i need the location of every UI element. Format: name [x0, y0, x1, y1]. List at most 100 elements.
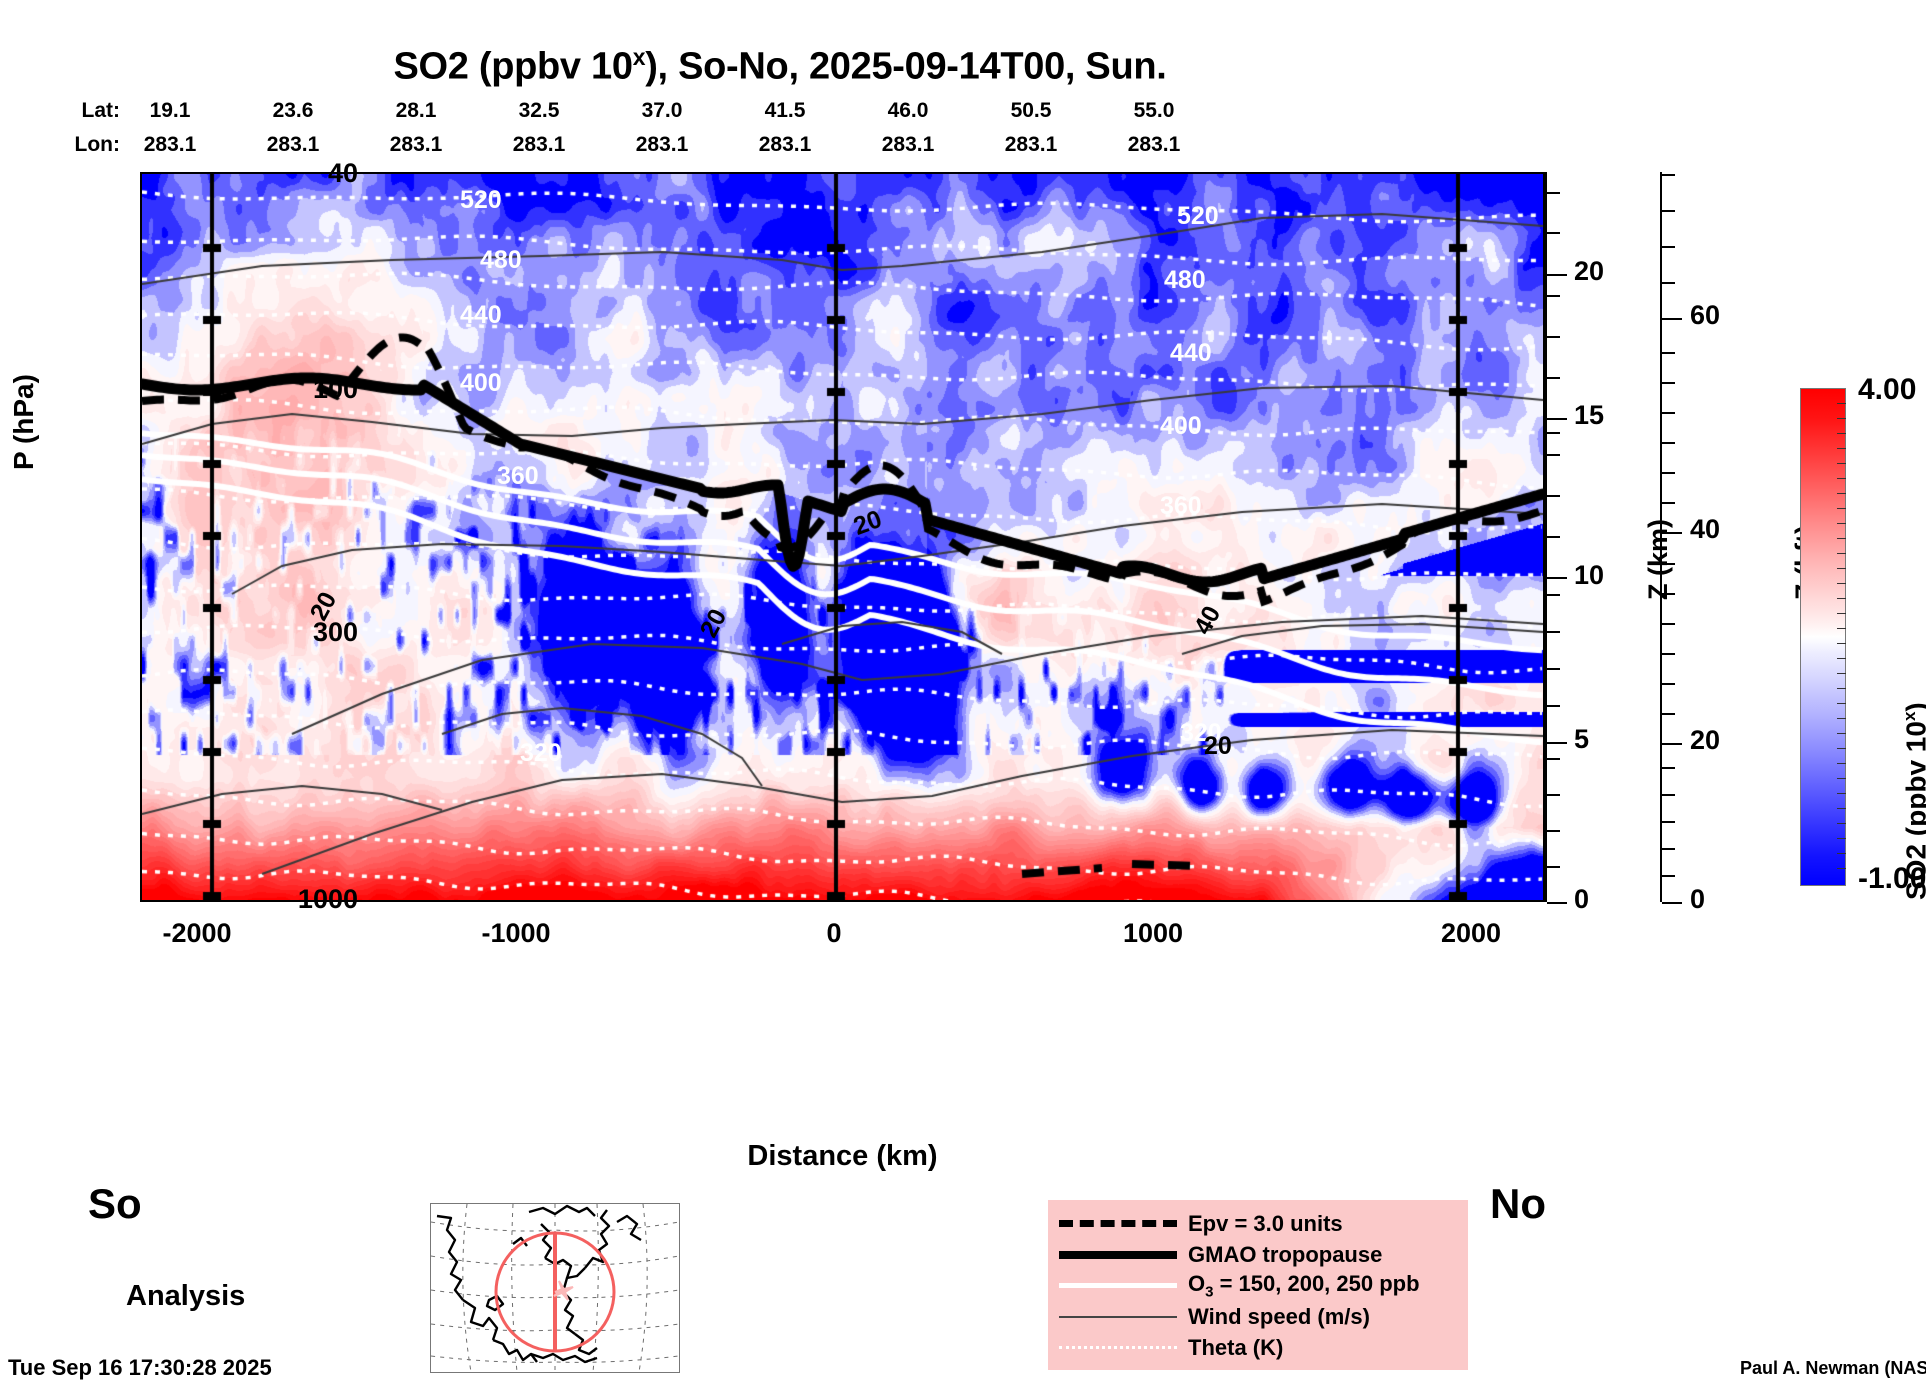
- zkm-tick-10: [1547, 577, 1567, 579]
- x-tick-top-minor: [1091, 172, 1093, 174]
- x-tick-top-minor: [772, 172, 774, 174]
- zkft-tick-minor: [1662, 593, 1675, 595]
- page-title: SO2 (ppbv 10x), So-No, 2025-09-14T00, Su…: [0, 44, 1560, 89]
- colorbar-title-units: (ppbv 10: [1900, 721, 1926, 837]
- legend-item-tropopause: GMAO tropopause: [1048, 1239, 1468, 1270]
- zkm-tick-minor: [1547, 594, 1560, 596]
- thick-line-icon: [1048, 1250, 1188, 1259]
- zkft-label-60: 60: [1690, 300, 1721, 330]
- lat-row-label: Lat:: [81, 99, 121, 122]
- lat-value: 55.0: [1133, 99, 1175, 122]
- colorbar[interactable]: [1800, 388, 1846, 886]
- p-tick-minor: [140, 352, 142, 354]
- title-units: (ppbv 10: [478, 45, 633, 88]
- x-axis-label-m2000: -2000: [162, 918, 232, 948]
- zkm-tick-minor: [1547, 866, 1560, 868]
- lon-value: 283.1: [389, 133, 443, 156]
- lon-value: 283.1: [1127, 133, 1181, 156]
- zkm-tick-20: [1547, 274, 1567, 276]
- x-tick-top-minor: [900, 172, 902, 174]
- title-rest: ), So-No, 2025-09-14T00, Sun.: [645, 45, 1167, 88]
- y-axis-title: P (hPa): [8, 374, 39, 470]
- zkm-tick-minor: [1547, 536, 1560, 538]
- x-tick-top-minor: [645, 172, 647, 174]
- p-tick-minor: [140, 847, 142, 849]
- zkm-label-10: 10: [1574, 560, 1605, 590]
- x-axis-label-1000: 1000: [1122, 918, 1184, 948]
- x-tick-minor: [390, 900, 392, 902]
- x-tick-top-minor: [1409, 172, 1411, 174]
- zkm-tick-5: [1547, 742, 1567, 744]
- dotted-line-icon: [1048, 1346, 1188, 1349]
- cross-section-plot[interactable]: 520 480 440 400 360 320 520 480 440 400 …: [140, 172, 1545, 902]
- zkft-tick-40: [1662, 532, 1682, 534]
- p-tick-300: [140, 633, 142, 636]
- p-tick-minor: [140, 327, 142, 329]
- zkm-tick-minor: [1547, 668, 1560, 670]
- zkm-tick-minor: [1547, 232, 1560, 234]
- zkft-tick-minor: [1662, 767, 1675, 769]
- legend-box: Epv = 3.0 units GMAO tropopause O3 = 150…: [1048, 1200, 1468, 1370]
- zkft-tick-minor: [1662, 875, 1675, 877]
- x-tick-top-minor: [1027, 172, 1029, 174]
- zkft-tick-minor: [1662, 623, 1675, 625]
- x-tick-minor: [1409, 900, 1411, 902]
- x-tick-1000: [1155, 900, 1158, 902]
- x-tick-minor: [1346, 900, 1348, 902]
- zkft-label-40: 40: [1690, 514, 1721, 544]
- x-axis-title: Distance (km): [747, 1140, 938, 1172]
- p-tick-minor: [140, 248, 142, 250]
- zkft-tick-0: [1662, 902, 1682, 904]
- dashed-line-icon: [1048, 1220, 1188, 1227]
- zkft-tick-60: [1662, 318, 1682, 320]
- p-axis-label-100: 100: [312, 374, 358, 404]
- thin-line-icon: [1048, 1315, 1188, 1318]
- zkft-tick-minor: [1662, 246, 1675, 248]
- legend-item-ozone: O3 = 150, 200, 250 ppb: [1048, 1270, 1468, 1301]
- zkm-tick-15: [1547, 418, 1567, 420]
- p-tick-minor: [140, 747, 142, 749]
- title-species: SO2: [393, 45, 469, 88]
- x-tick-top-minor: [1282, 172, 1284, 174]
- x-tick-2000: [1473, 900, 1476, 902]
- x-axis-label-0: 0: [826, 918, 842, 948]
- zkm-tick-minor: [1547, 432, 1560, 434]
- white-line-icon: [1048, 1283, 1188, 1288]
- zkm-tick-minor: [1547, 631, 1560, 633]
- lat-value: 37.0: [641, 99, 683, 122]
- ozone-label-sub: 3: [1205, 1283, 1214, 1301]
- lat-value: 50.5: [1010, 99, 1052, 122]
- p-tick-minor: [140, 373, 142, 375]
- x-tick-minor: [1219, 900, 1221, 902]
- zkft-label-20: 20: [1690, 725, 1721, 755]
- zkm-label-0: 0: [1574, 884, 1590, 914]
- lon-value: 283.1: [266, 133, 320, 156]
- zkft-tick-minor: [1662, 563, 1675, 565]
- lon-value: 283.1: [758, 133, 812, 156]
- locator-map[interactable]: [430, 1203, 680, 1373]
- zkm-tick-minor: [1547, 192, 1560, 194]
- colorbar-title: SO2 (ppbv 10x): [1900, 702, 1926, 900]
- p-tick-minor: [140, 699, 142, 701]
- lon-row-label: Lon:: [74, 133, 120, 156]
- p-tick-minor: [140, 504, 142, 506]
- locator-map-svg: [430, 1203, 680, 1373]
- zkm-tick-minor: [1547, 336, 1560, 338]
- so2-heatmap-canvas: [142, 174, 1543, 900]
- legend-label-wind: Wind speed (m/s): [1188, 1303, 1370, 1329]
- zkm-tick-minor: [1547, 377, 1560, 379]
- zkft-tick-minor: [1662, 352, 1675, 354]
- x-tick-minor: [582, 900, 584, 902]
- x-tick-top-minor: [1346, 172, 1348, 174]
- zkft-tick-minor: [1662, 653, 1675, 655]
- x-tick-minor: [900, 900, 902, 902]
- analysis-label: Analysis: [126, 1280, 246, 1312]
- z-kft-axis: [1660, 172, 1682, 904]
- x-tick-top: [1473, 172, 1476, 174]
- colorbar-min-label: -1.00: [1858, 862, 1926, 895]
- legend-label-tropopause: GMAO tropopause: [1188, 1241, 1383, 1267]
- x-tick-top-minor: [1537, 172, 1539, 174]
- x-tick-top-minor: [390, 172, 392, 174]
- zkft-tick-20: [1662, 743, 1682, 745]
- lat-value: 46.0: [887, 99, 929, 122]
